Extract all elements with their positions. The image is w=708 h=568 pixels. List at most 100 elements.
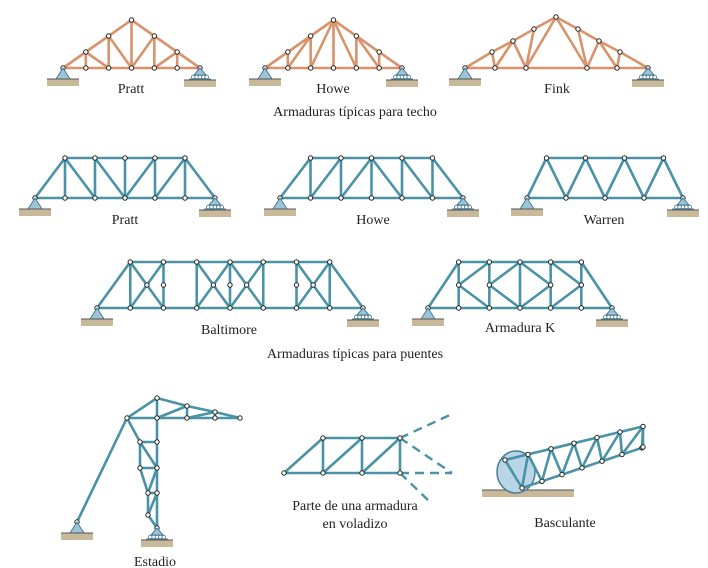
member [95, 260, 132, 310]
roller [406, 74, 411, 80]
pin-support [457, 67, 473, 80]
member [355, 34, 381, 54]
joint [397, 435, 403, 441]
member [457, 260, 491, 287]
joint [359, 470, 365, 476]
member [153, 50, 179, 70]
joint [619, 451, 625, 458]
member [511, 27, 536, 43]
member [155, 404, 189, 420]
joint [307, 65, 314, 71]
joint [547, 259, 554, 265]
member-dashed [399, 437, 453, 474]
member [493, 39, 515, 70]
member [228, 260, 248, 287]
ground [667, 210, 699, 217]
roller [687, 204, 692, 210]
joint [83, 65, 89, 71]
member [560, 466, 584, 476]
member [615, 50, 622, 70]
member [585, 39, 601, 70]
joint [307, 195, 314, 201]
joint [660, 155, 667, 161]
member [130, 34, 156, 70]
joint [489, 49, 495, 55]
member [545, 156, 568, 200]
joint [174, 65, 180, 71]
joint [559, 471, 565, 478]
joint [160, 259, 167, 265]
member [84, 50, 110, 70]
member [107, 18, 133, 38]
member [195, 283, 215, 310]
ground [61, 533, 93, 540]
joint [338, 155, 344, 161]
joint [397, 470, 403, 476]
member [572, 441, 584, 470]
member [560, 441, 576, 476]
member [524, 15, 558, 70]
joint [307, 155, 314, 161]
member [286, 34, 312, 54]
joint [152, 155, 158, 161]
member [145, 260, 165, 287]
member [584, 156, 607, 200]
member [282, 436, 325, 475]
member [63, 156, 97, 200]
group-caption: Armaduras típicas para techo [273, 105, 437, 120]
truss-label: Basculante [534, 516, 595, 531]
joint [212, 409, 218, 415]
member [263, 50, 290, 70]
member [185, 404, 217, 414]
joint [594, 434, 600, 441]
joint [563, 195, 569, 201]
roller [219, 204, 224, 210]
ground [482, 490, 574, 497]
pin-support [55, 67, 71, 80]
joint [127, 259, 133, 265]
member [518, 260, 552, 287]
joint [62, 195, 68, 201]
member [618, 430, 624, 456]
member [503, 458, 524, 490]
joint [486, 305, 493, 311]
roller [204, 74, 209, 80]
member [618, 425, 645, 434]
joint [145, 512, 151, 518]
member [490, 39, 515, 54]
joint [260, 305, 266, 311]
joint [399, 155, 405, 161]
joint [144, 282, 150, 288]
joint [578, 259, 585, 265]
ground [264, 209, 296, 216]
member [311, 283, 332, 310]
joint [128, 17, 135, 23]
joint [455, 259, 462, 265]
truss-label: en voladizo [323, 517, 388, 532]
truss-label: Armadura K [485, 321, 555, 336]
member [332, 18, 358, 38]
member [623, 156, 646, 200]
joint [578, 282, 585, 288]
member [185, 410, 217, 420]
member [245, 283, 265, 310]
ground [249, 79, 281, 86]
member [600, 453, 624, 463]
member [321, 436, 364, 475]
member [295, 283, 315, 310]
joint [154, 395, 160, 401]
member [642, 156, 665, 200]
joint [531, 26, 537, 32]
truss-label: Howe [356, 213, 389, 228]
member [549, 447, 564, 476]
member [463, 50, 494, 70]
roller [652, 74, 657, 80]
joint [281, 470, 287, 476]
member-dashed [399, 472, 431, 503]
joint [429, 155, 436, 161]
joint [307, 33, 314, 39]
member [488, 283, 522, 310]
joint [212, 415, 218, 421]
member [549, 441, 576, 451]
joint [124, 415, 130, 421]
